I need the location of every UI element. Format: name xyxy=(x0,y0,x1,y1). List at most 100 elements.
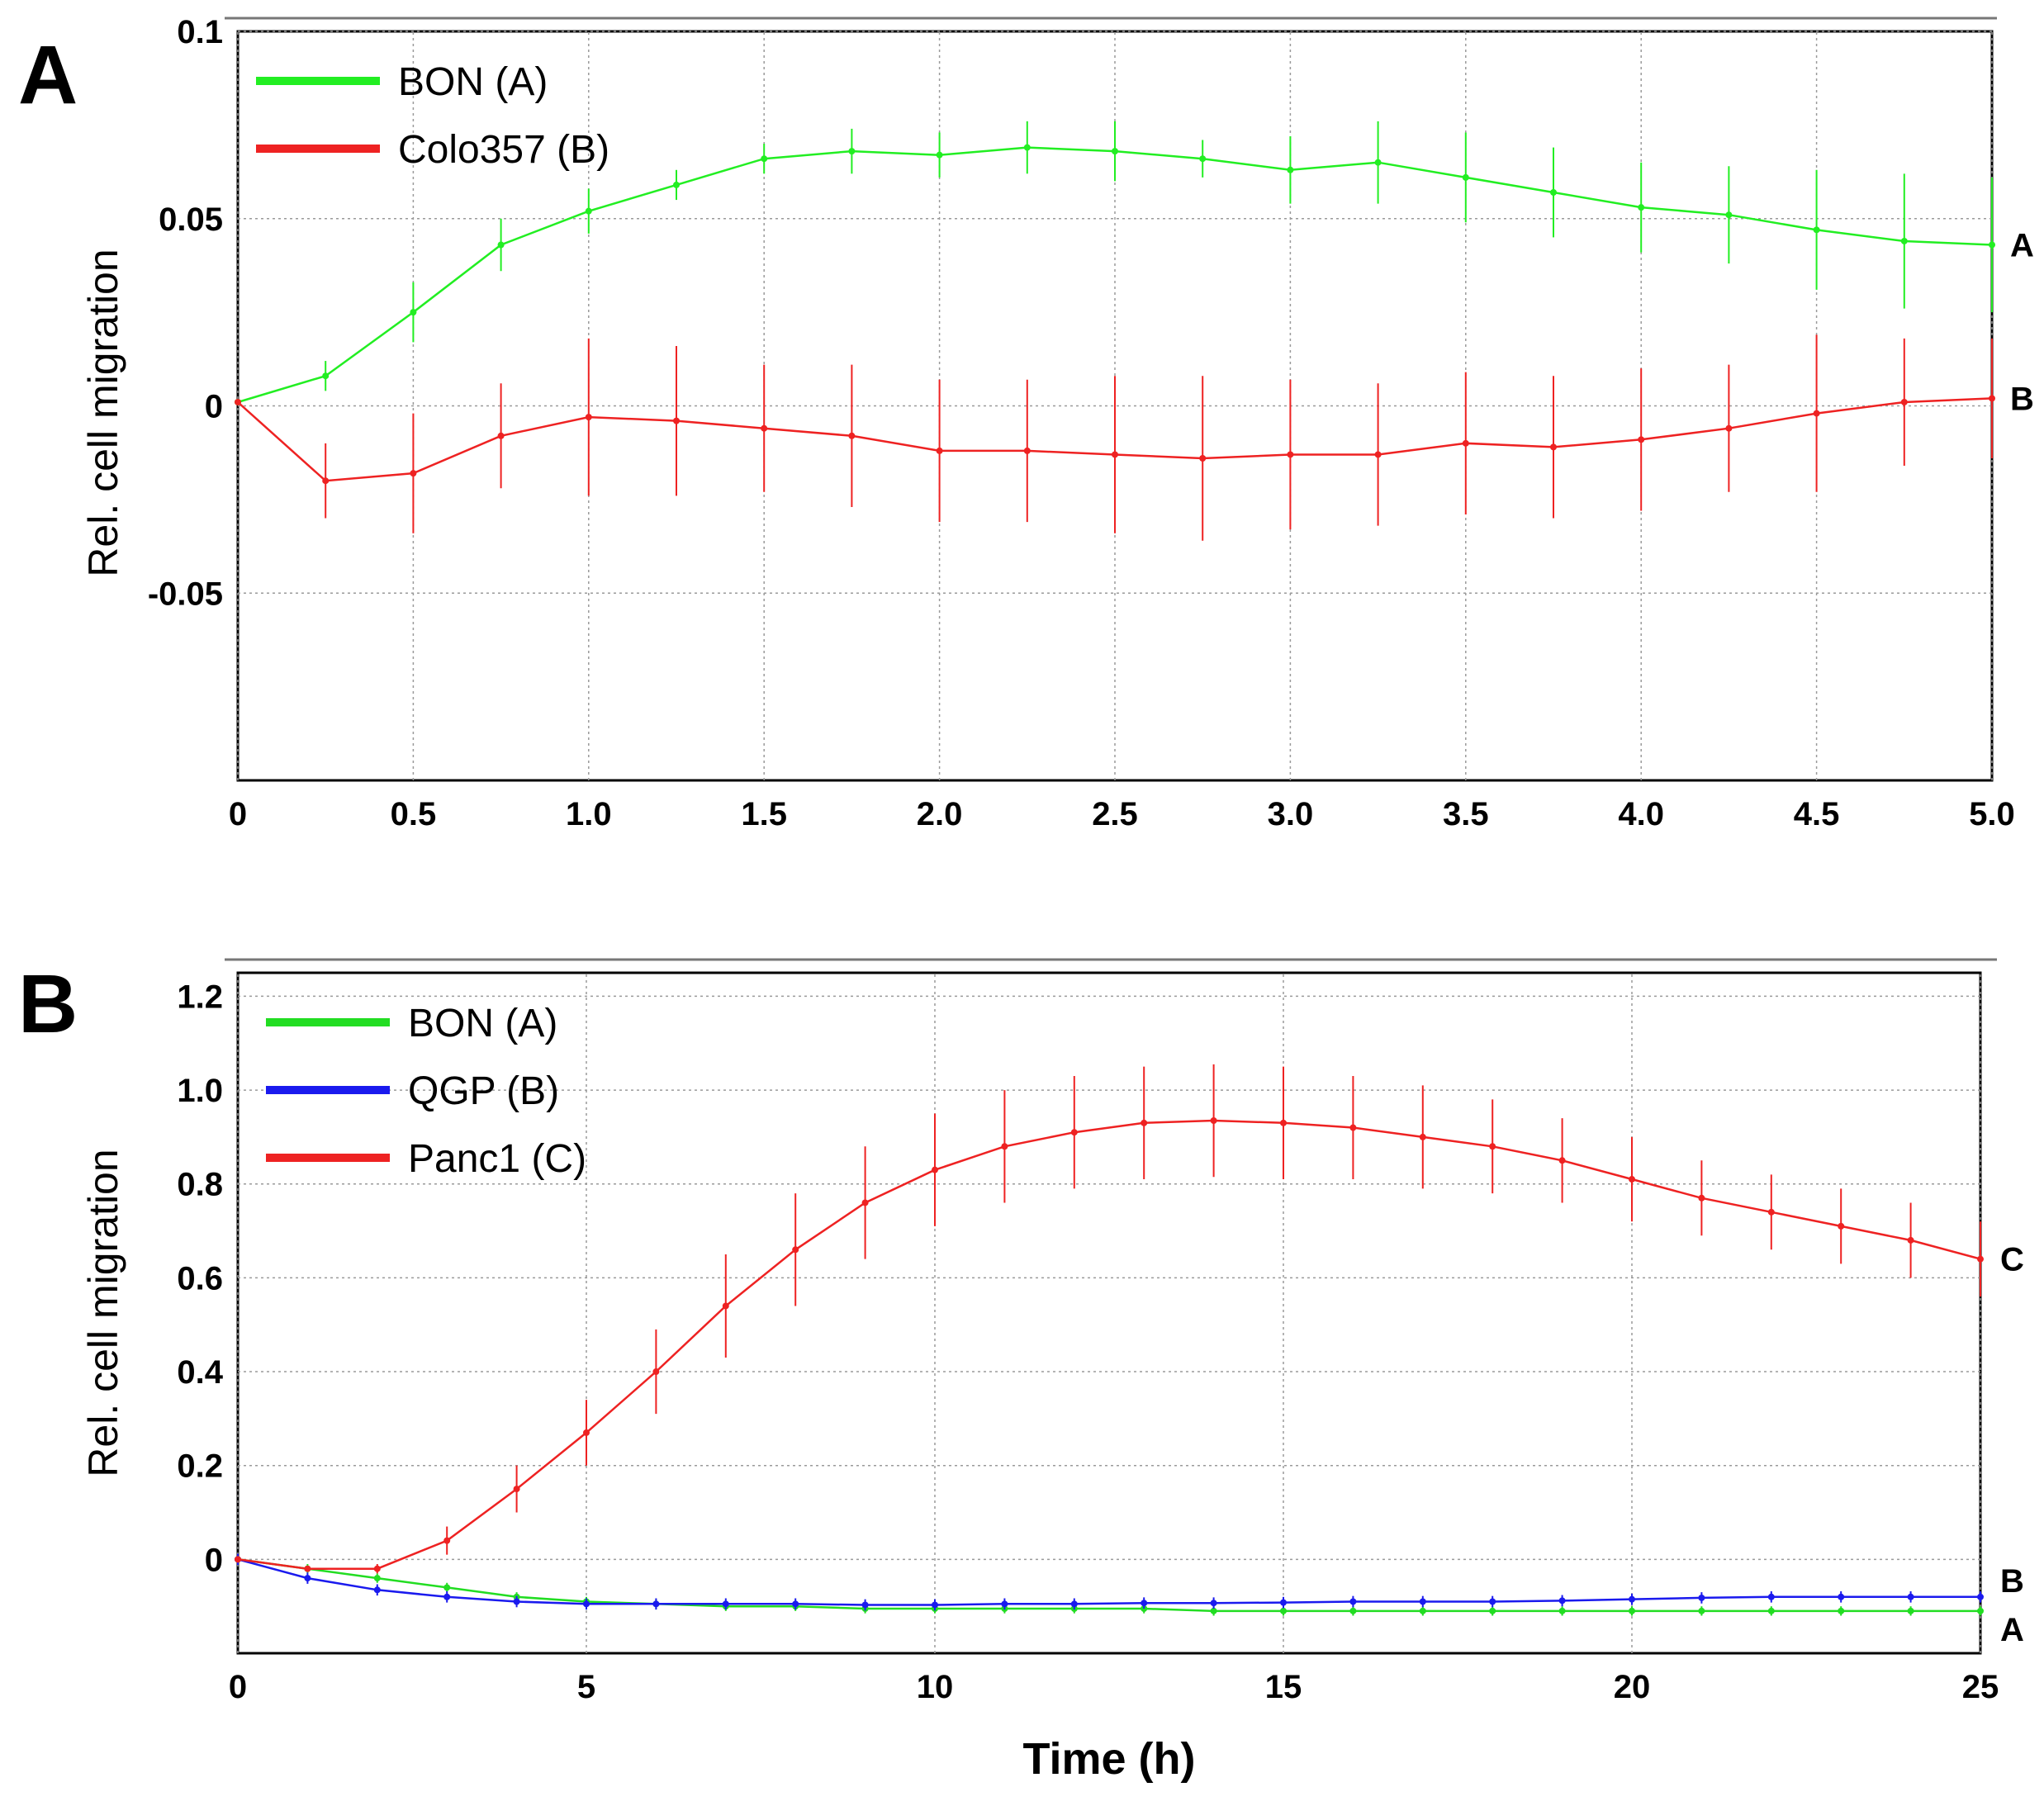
data-point xyxy=(1813,226,1820,234)
data-point xyxy=(304,1565,311,1572)
data-point xyxy=(1023,144,1031,151)
data-point xyxy=(1767,1607,1775,1614)
data-point xyxy=(1287,166,1294,173)
data-point xyxy=(1349,1598,1357,1605)
panel-a-end-labels: AB xyxy=(2010,227,2034,417)
y-tick-label: 0.6 xyxy=(177,1260,223,1296)
data-point xyxy=(761,155,768,163)
data-point xyxy=(1725,211,1733,219)
data-point xyxy=(1462,439,1469,447)
panel-b-grid xyxy=(237,973,1981,1653)
data-point xyxy=(1900,398,1908,405)
y-tick-label: 1.0 xyxy=(177,1073,223,1109)
series-line xyxy=(237,1558,1980,1613)
panel-b-y-ticks: 1.2 1.0 0.8 0.6 0.4 0.2 0 xyxy=(177,979,223,1578)
data-point xyxy=(235,398,241,405)
x-tick-label: 0 xyxy=(229,796,247,832)
data-point xyxy=(1112,148,1118,155)
data-point xyxy=(1989,241,1995,249)
legend-label: QGP (B) xyxy=(408,1069,559,1113)
series-end-label: A xyxy=(2010,227,2034,263)
series-2 xyxy=(235,1064,1984,1574)
x-tick-label: 1.0 xyxy=(566,796,612,832)
data-point xyxy=(585,414,592,421)
x-tick-label: 1.5 xyxy=(741,796,787,832)
panel-b-y-axis-label: Rel. cell migration xyxy=(80,1149,126,1477)
data-point xyxy=(1199,155,1207,163)
data-point xyxy=(1813,410,1820,417)
data-point xyxy=(1638,204,1645,211)
x-tick-label: 15 xyxy=(1265,1669,1302,1705)
data-point xyxy=(1374,451,1382,458)
data-point xyxy=(1725,424,1733,432)
data-point xyxy=(1023,447,1031,454)
data-point xyxy=(373,1565,381,1572)
x-tick-label: 25 xyxy=(1962,1669,1999,1705)
data-point xyxy=(1698,1607,1705,1614)
data-point xyxy=(1001,1600,1008,1608)
series-end-label: B xyxy=(2000,1563,2024,1600)
x-tick-label: 20 xyxy=(1614,1669,1651,1705)
data-point xyxy=(1489,1607,1496,1614)
panel-b-end-labels: AB C xyxy=(2000,1242,2024,1648)
panel-a-x-ticks: 0 0.5 1.0 1.5 2.0 2.5 3.0 3.5 4.0 4.5 5.0 xyxy=(229,796,2015,832)
data-point xyxy=(1550,443,1557,451)
panel-a-legend: BON (A) Colo357 (B) xyxy=(256,60,609,172)
y-tick-label: 0 xyxy=(205,389,223,425)
y-tick-label: 0.4 xyxy=(177,1354,223,1391)
data-point xyxy=(1838,1607,1845,1614)
data-point xyxy=(792,1246,799,1254)
x-tick-label: 4.0 xyxy=(1618,796,1664,832)
data-point xyxy=(722,1600,729,1608)
data-point xyxy=(1419,1607,1426,1614)
legend-label: Colo357 (B) xyxy=(398,128,609,172)
data-point xyxy=(722,1302,729,1310)
data-point xyxy=(1977,1255,1984,1263)
data-point xyxy=(373,1575,381,1582)
panel-b-series xyxy=(235,1064,1984,1616)
panel-b-plot-frame xyxy=(236,971,1982,1655)
data-point xyxy=(1210,1600,1217,1607)
data-point xyxy=(1280,1607,1287,1614)
y-tick-label: 0.8 xyxy=(177,1167,223,1203)
series-line xyxy=(237,1558,1980,1606)
data-point xyxy=(932,1166,938,1173)
data-point xyxy=(1907,1607,1914,1614)
data-point xyxy=(1141,1600,1148,1607)
data-point xyxy=(497,241,505,249)
data-point xyxy=(1698,1594,1705,1601)
data-point xyxy=(1977,1607,1984,1614)
data-point xyxy=(936,447,943,454)
series-1 xyxy=(235,334,1995,541)
data-point xyxy=(1001,1143,1008,1150)
y-tick-label: 0.05 xyxy=(159,201,223,238)
panel-b-x-ticks: 0 5 10 15 20 25 xyxy=(229,1669,1999,1705)
data-point xyxy=(1210,1117,1217,1125)
data-point xyxy=(1287,451,1294,458)
data-point xyxy=(1629,1595,1635,1603)
data-point xyxy=(1112,451,1118,458)
data-point xyxy=(861,1199,869,1206)
x-tick-label: 4.5 xyxy=(1794,796,1840,832)
panel-a-y-ticks: 0.1 0.05 0 -0.05 xyxy=(148,14,223,612)
x-tick-label: 3.5 xyxy=(1443,796,1489,832)
y-tick-label: 0.1 xyxy=(177,14,223,50)
data-point xyxy=(1900,237,1908,244)
data-point xyxy=(1907,1236,1914,1244)
panel-a-y-axis-label: Rel. cell migration xyxy=(80,249,126,576)
data-point xyxy=(235,1556,241,1563)
data-point xyxy=(848,148,856,155)
data-point xyxy=(410,309,417,316)
data-point xyxy=(1838,1222,1845,1230)
series-0 xyxy=(235,121,1995,405)
data-point xyxy=(1558,1597,1566,1605)
panel-a-letter: A xyxy=(18,29,78,121)
data-point xyxy=(848,432,856,439)
data-point xyxy=(304,1575,311,1582)
data-point xyxy=(1558,1157,1566,1164)
legend-label: Panc1 (C) xyxy=(408,1137,586,1181)
series-end-label: B xyxy=(2010,381,2034,417)
data-point xyxy=(513,1598,520,1605)
data-point xyxy=(1489,1598,1496,1605)
